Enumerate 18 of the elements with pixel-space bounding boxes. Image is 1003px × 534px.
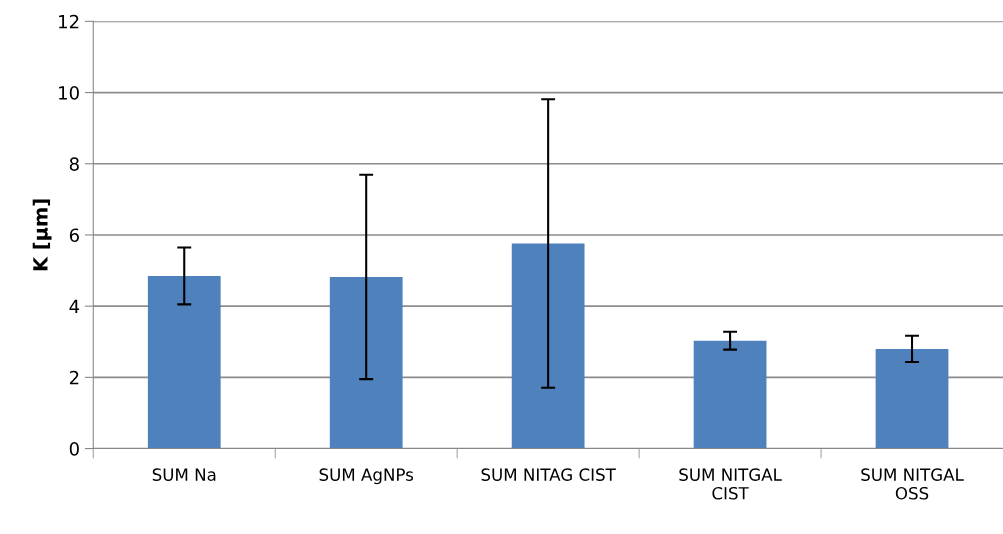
bar bbox=[693, 340, 767, 449]
x-tick-label: SUM NITGAL OSS bbox=[861, 468, 964, 500]
bar bbox=[147, 275, 221, 449]
y-tick-label: 8 bbox=[69, 157, 79, 171]
x-tick-label: SUM AgNPs bbox=[319, 468, 414, 485]
y-tick-label: 0 bbox=[69, 442, 79, 456]
x-tick-label: SUM NITAG CIST bbox=[481, 468, 616, 481]
y-tick-label: 4 bbox=[69, 299, 80, 314]
bar bbox=[329, 276, 403, 449]
y-axis-title: K [µm] bbox=[32, 199, 52, 271]
y-tick-label: 12 bbox=[59, 14, 79, 29]
y-tick-label: 10 bbox=[59, 86, 79, 100]
x-tick-label: SUM Na bbox=[152, 468, 216, 481]
bar bbox=[875, 348, 949, 449]
x-tick-label: SUM NITGAL CIST bbox=[679, 468, 782, 500]
bar bbox=[511, 243, 585, 449]
y-tick-label: 6 bbox=[69, 228, 79, 243]
y-tick-label: 2 bbox=[69, 370, 79, 385]
